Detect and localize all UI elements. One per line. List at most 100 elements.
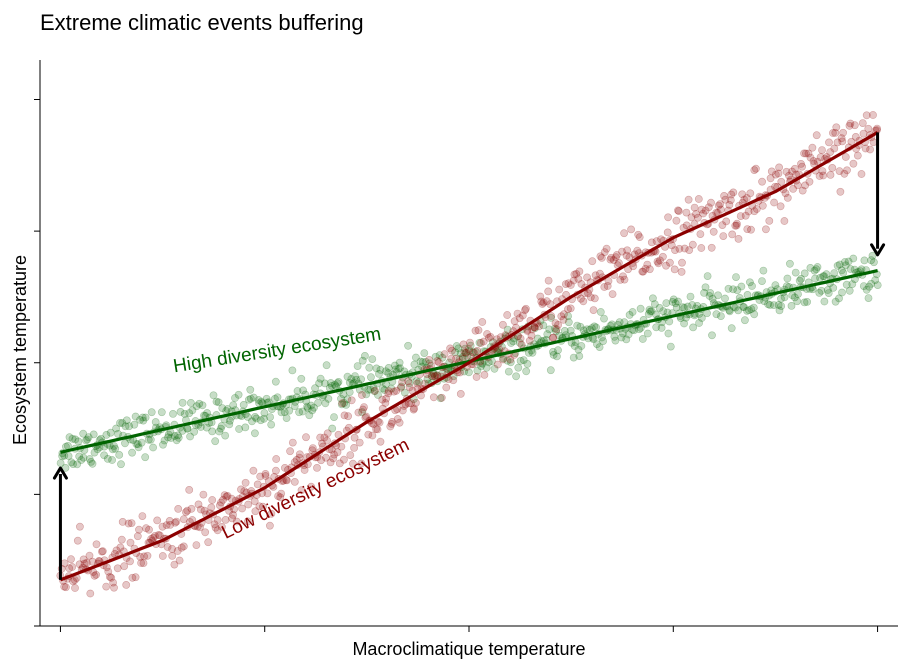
series-0-point: [555, 331, 564, 340]
series-1-point: [354, 408, 363, 417]
series-0-point: [416, 357, 425, 366]
series-0-point: [251, 412, 259, 421]
series-1-point: [738, 190, 747, 199]
series-0-point: [745, 306, 753, 314]
series-1-point: [843, 166, 851, 175]
series-1-point: [549, 333, 558, 342]
series-1-point: [783, 193, 792, 202]
series-1-point: [560, 310, 568, 319]
series-1-point: [179, 542, 188, 551]
series-0-point: [77, 456, 86, 464]
series-1-point: [616, 275, 625, 284]
series-1-point: [612, 251, 621, 259]
series-0-point: [425, 359, 434, 368]
series-1-point: [670, 265, 679, 274]
series-1-point: [604, 277, 613, 285]
series-0-point: [404, 341, 412, 350]
series-0-point: [360, 351, 369, 360]
series-0-point: [337, 400, 346, 409]
series-1-point: [384, 389, 393, 398]
series-1-point: [690, 203, 699, 212]
series-1-point: [88, 557, 97, 566]
series-0-point: [617, 333, 626, 342]
series-1-point: [329, 454, 338, 463]
series-1-point: [465, 338, 474, 347]
series-1-point: [627, 225, 635, 234]
series-1-point: [375, 418, 384, 427]
series-0-point: [647, 307, 656, 315]
series-0-point: [615, 318, 624, 327]
series-1-point: [667, 241, 676, 250]
series-0-point: [845, 286, 854, 295]
series-1-point: [574, 274, 583, 283]
series-0-point: [343, 395, 352, 404]
series-0-point: [657, 323, 666, 332]
series-0-point: [192, 402, 201, 411]
series-1-point: [219, 495, 227, 504]
series-1-point: [369, 420, 378, 428]
series-0-point: [850, 265, 859, 274]
series-0-point: [749, 303, 758, 312]
series-1-point: [316, 433, 325, 442]
series-0-point: [468, 348, 477, 357]
series-1-point: [840, 169, 849, 178]
series-0-point: [636, 304, 645, 313]
series-1-point: [143, 551, 152, 560]
series-1-point: [322, 453, 330, 462]
series-0-point: [121, 422, 130, 431]
series-0-point: [223, 405, 232, 413]
series-1-point: [282, 476, 291, 485]
series-1-point: [172, 517, 181, 526]
series-0-point: [701, 283, 710, 292]
series-0-point: [411, 353, 420, 362]
series-1-point: [654, 259, 663, 268]
series-0-point: [770, 301, 778, 309]
series-0-point: [132, 440, 141, 448]
series-1-point: [232, 517, 241, 526]
series-0-point: [260, 414, 268, 423]
series-0-point: [451, 348, 459, 357]
series-1-point: [459, 340, 468, 349]
series-0-point: [569, 353, 578, 362]
series-0-point: [791, 268, 800, 277]
series-0-point: [747, 305, 756, 313]
series-1-point: [335, 459, 344, 468]
series-0-point: [216, 424, 225, 433]
series-1-point: [680, 244, 689, 253]
series-1-point: [473, 346, 482, 355]
series-0-point: [392, 368, 401, 377]
series-0-point: [405, 379, 414, 388]
series-1-point: [483, 330, 491, 338]
series-0-point: [829, 283, 838, 292]
series-1-point: [124, 519, 133, 528]
series-0-point: [573, 321, 582, 330]
series-1-point: [740, 195, 749, 204]
series-0-point: [662, 299, 671, 307]
series-0-point: [378, 384, 387, 393]
series-1-point: [217, 523, 226, 531]
series-0-point: [780, 293, 789, 302]
series-0-point: [435, 351, 444, 360]
series-1-point: [687, 213, 696, 222]
series-0-point: [229, 401, 238, 410]
series-1-point: [62, 583, 70, 592]
series-1-point: [168, 545, 176, 553]
series-0-point: [824, 289, 833, 297]
series-1-point: [825, 138, 833, 147]
series-0-point: [867, 279, 876, 288]
series-1-point: [828, 163, 837, 172]
series-0-point: [708, 294, 717, 303]
series-0-point: [683, 302, 692, 311]
series-1-point: [187, 504, 196, 513]
series-1-point: [602, 244, 611, 253]
series-1-point: [499, 355, 507, 364]
series-0-point: [298, 407, 307, 416]
series-0-point: [410, 360, 419, 369]
series-1-point: [484, 333, 493, 342]
series-0-point: [122, 416, 131, 425]
series-0-point: [546, 366, 555, 375]
series-1-point: [539, 298, 548, 307]
series-1-point: [777, 177, 786, 186]
series-1-point: [619, 272, 627, 281]
series-1-point: [253, 480, 262, 489]
